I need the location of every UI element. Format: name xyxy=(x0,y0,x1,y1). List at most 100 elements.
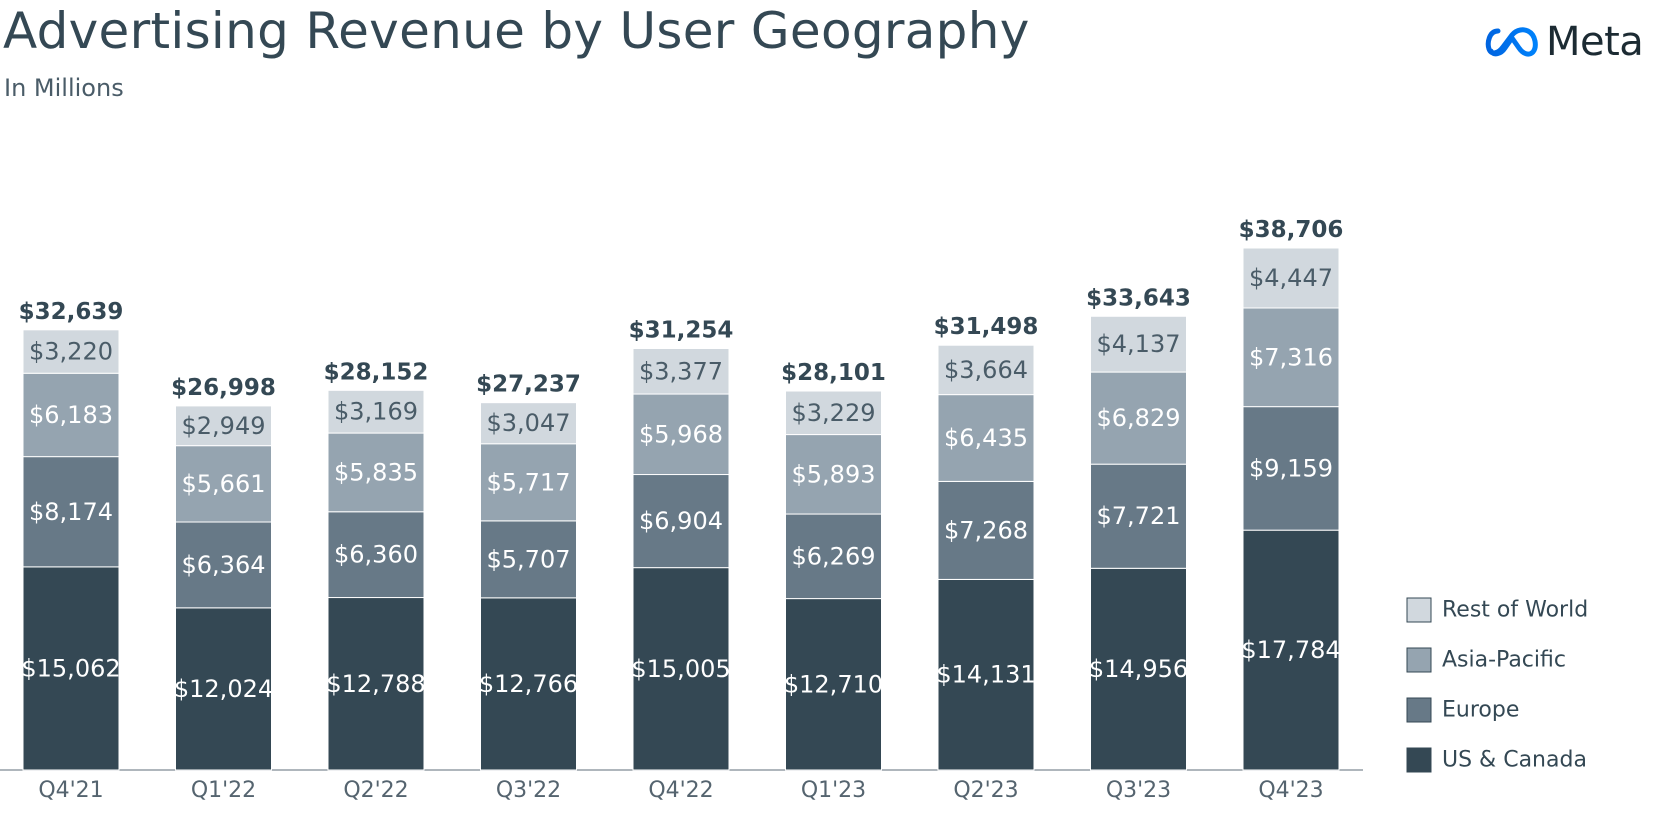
bar-segment-us-canada-5 xyxy=(785,598,882,771)
bar-segment-europe-3 xyxy=(480,520,577,599)
bar-segment-us-canada-4 xyxy=(632,567,730,771)
x-tick-label: Q3'22 xyxy=(496,778,561,803)
bar-value-label: $3,047 xyxy=(487,409,571,437)
legend-swatch-us-canada xyxy=(1406,747,1432,773)
bar-value-label: $6,829 xyxy=(1097,404,1181,432)
bar-value-label: $6,269 xyxy=(792,542,876,570)
total-value-label: $26,998 xyxy=(171,375,276,401)
bar-segment-rest-of-world-6 xyxy=(937,344,1035,396)
bar-segment-europe-5 xyxy=(785,513,882,600)
bar-segment-asia-pacific-6 xyxy=(937,394,1035,482)
legend-swatch-asia-pacific xyxy=(1406,647,1432,673)
bar-segment-rest-of-world-4 xyxy=(632,347,730,395)
bar-value-label: $5,717 xyxy=(487,468,571,496)
bar-segment-us-canada-8 xyxy=(1242,529,1340,771)
bar-value-label: $8,174 xyxy=(29,498,113,526)
bar-value-label: $12,710 xyxy=(784,670,883,698)
bar-value-label: $5,893 xyxy=(792,460,876,488)
total-value-label: $28,152 xyxy=(324,359,429,385)
bar-segment-asia-pacific-4 xyxy=(632,393,730,476)
bar-value-label: $4,137 xyxy=(1097,330,1181,358)
x-tick-label: Q3'23 xyxy=(1106,778,1171,803)
bar-segment-rest-of-world-2 xyxy=(327,389,425,434)
bar-segment-us-canada-6 xyxy=(937,578,1035,771)
meta-logo: Meta xyxy=(1484,14,1644,70)
legend-swatch-europe xyxy=(1406,697,1432,723)
bar-segment-rest-of-world-5 xyxy=(785,390,882,436)
bar-segment-us-canada-7 xyxy=(1090,567,1187,771)
total-value-label: $32,639 xyxy=(19,299,124,325)
chart-subtitle: In Millions xyxy=(4,74,124,102)
x-tick-label: Q2'23 xyxy=(953,778,1018,803)
bar-segment-rest-of-world-1 xyxy=(175,405,272,447)
bar-value-label: $6,360 xyxy=(334,541,418,569)
legend-label-us-canada: US & Canada xyxy=(1442,748,1587,773)
bar-value-label: $5,968 xyxy=(639,420,723,448)
bar-segment-europe-0 xyxy=(22,456,120,568)
bar-segment-europe-8 xyxy=(1242,406,1340,531)
legend-label-asia-pacific: Asia-Pacific xyxy=(1442,648,1566,673)
total-value-label: $31,498 xyxy=(934,314,1039,340)
bar-value-label: $5,707 xyxy=(487,545,571,573)
bar-value-label: $2,949 xyxy=(182,412,266,440)
bar-segment-europe-2 xyxy=(327,511,425,599)
bar-segment-us-canada-0 xyxy=(22,566,120,771)
legend-label-rest-of-world: Rest of World xyxy=(1442,598,1588,623)
bar-value-label: $6,904 xyxy=(639,507,723,535)
bar-segment-rest-of-world-3 xyxy=(480,402,577,445)
bar-segment-asia-pacific-1 xyxy=(175,445,272,523)
bar-segment-rest-of-world-0 xyxy=(22,329,120,374)
bar-value-label: $7,268 xyxy=(944,516,1028,544)
bar-segment-asia-pacific-7 xyxy=(1090,371,1187,465)
bar-value-label: $14,131 xyxy=(936,661,1035,689)
total-value-label: $33,643 xyxy=(1086,285,1191,311)
bar-segment-europe-1 xyxy=(175,521,272,609)
bar-value-label: $6,183 xyxy=(29,401,113,429)
bar-value-label: $12,788 xyxy=(326,670,425,698)
total-value-label: $38,706 xyxy=(1239,217,1344,243)
bar-value-label: $15,062 xyxy=(21,654,120,682)
bar-segment-europe-6 xyxy=(937,480,1035,580)
bar-segment-us-canada-1 xyxy=(175,607,272,771)
total-value-label: $31,254 xyxy=(629,317,734,343)
bar-value-label: $9,159 xyxy=(1249,454,1333,482)
legend-label-europe: Europe xyxy=(1442,698,1519,723)
x-tick-label: Q1'23 xyxy=(801,778,866,803)
bar-segment-rest-of-world-8 xyxy=(1242,247,1340,309)
bar-value-label: $7,316 xyxy=(1249,343,1333,371)
bar-segment-us-canada-3 xyxy=(480,597,577,771)
logo-wordmark: Meta xyxy=(1546,19,1644,65)
bar-value-label: $3,377 xyxy=(639,357,723,385)
bar-segment-europe-7 xyxy=(1090,463,1187,569)
chart-title: Advertising Revenue by User Geography xyxy=(3,2,1030,60)
bar-segment-rest-of-world-7 xyxy=(1090,315,1187,373)
x-tick-label: Q4'23 xyxy=(1258,778,1323,803)
x-tick-label: Q1'22 xyxy=(191,778,256,803)
x-tick-label: Q2'22 xyxy=(343,778,408,803)
bar-segment-asia-pacific-5 xyxy=(785,434,882,515)
bar-segment-europe-4 xyxy=(632,474,730,569)
bar-value-label: $17,784 xyxy=(1241,636,1340,664)
x-tick-label: Q4'21 xyxy=(38,778,103,803)
bar-value-label: $3,664 xyxy=(944,356,1028,384)
bar-value-label: $12,024 xyxy=(174,675,273,703)
total-value-label: $27,237 xyxy=(476,372,581,398)
bar-value-label: $7,721 xyxy=(1097,502,1181,530)
total-value-label: $28,101 xyxy=(781,360,886,386)
bar-value-label: $6,435 xyxy=(944,424,1028,452)
meta-infinity-icon xyxy=(1485,27,1538,57)
bar-value-label: $3,229 xyxy=(792,399,876,427)
bar-value-label: $5,835 xyxy=(334,458,418,486)
bar-value-label: $12,766 xyxy=(479,670,578,698)
bar-value-label: $14,956 xyxy=(1089,655,1188,683)
bar-value-label: $15,005 xyxy=(631,655,730,683)
bar-segment-asia-pacific-3 xyxy=(480,443,577,522)
bar-value-label: $4,447 xyxy=(1249,264,1333,292)
bar-segment-asia-pacific-2 xyxy=(327,432,425,513)
bar-value-label: $6,364 xyxy=(182,551,266,579)
bar-value-label: $3,169 xyxy=(334,398,418,426)
bar-value-label: $5,661 xyxy=(182,470,266,498)
legend-swatch-rest-of-world xyxy=(1406,597,1432,623)
x-tick-label: Q4'22 xyxy=(648,778,713,803)
